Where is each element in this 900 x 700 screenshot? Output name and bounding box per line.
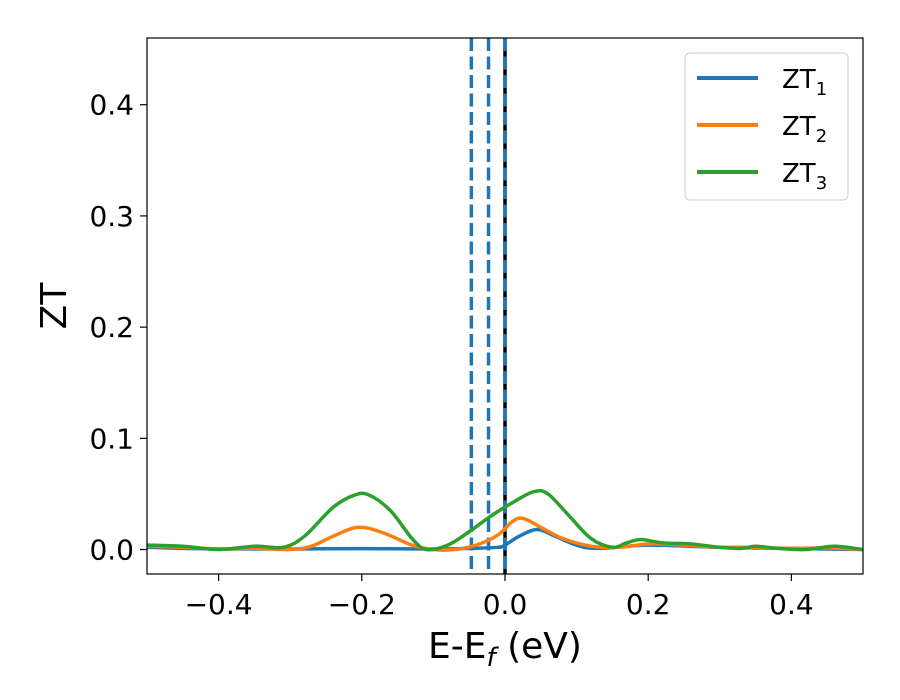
x-tick-label: 0.4 xyxy=(769,588,814,621)
x-tick-label: 0.0 xyxy=(483,588,528,621)
series-line-zt3 xyxy=(147,488,863,552)
x-axis: −0.4 −0.2 0.0 0.2 0.4 xyxy=(185,574,814,621)
legend: ZT1 ZT2 ZT3 xyxy=(684,52,849,201)
x-axis-label: E-Ef (eV) xyxy=(428,626,582,673)
y-tick-label: 0.1 xyxy=(89,422,134,455)
legend-entry: ZT2 xyxy=(782,112,827,147)
vertical-reference-lines xyxy=(469,38,507,574)
legend-entry: ZT1 xyxy=(782,65,827,100)
y-tick-label: 0.2 xyxy=(89,311,134,344)
y-tick-label: 0.3 xyxy=(89,200,134,233)
legend-box xyxy=(684,52,849,201)
x-tick-label: −0.2 xyxy=(328,588,396,621)
y-axis-label: ZT xyxy=(34,282,75,330)
y-tick-label: 0.0 xyxy=(89,534,134,567)
legend-entry: ZT3 xyxy=(782,159,827,194)
series-layer xyxy=(147,488,863,552)
y-axis: 0.0 0.1 0.2 0.3 0.4 xyxy=(89,89,147,567)
y-tick-label: 0.4 xyxy=(89,89,134,122)
x-tick-label: −0.4 xyxy=(185,588,253,621)
x-tick-label: 0.2 xyxy=(626,588,671,621)
